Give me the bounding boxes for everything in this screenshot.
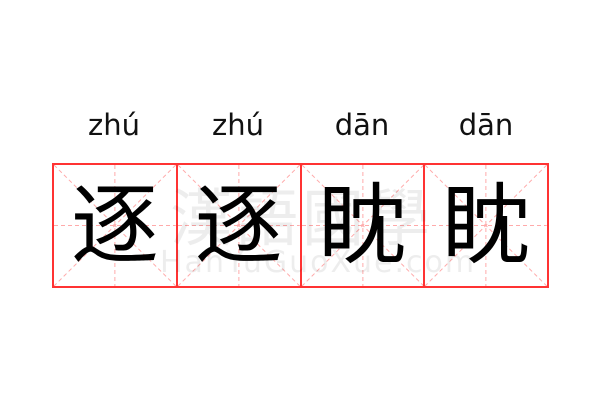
watermark-latin: HanYuGuoXue.com — [160, 245, 477, 280]
char-cell: 眈 — [302, 165, 426, 286]
character: 逐 — [70, 173, 159, 277]
character: 眈 — [442, 173, 531, 277]
guide-lines — [302, 165, 424, 286]
character-grid: 逐 逐 眈 眈 — [52, 163, 549, 288]
pinyin-4: dān — [458, 108, 514, 142]
guide-lines — [425, 165, 547, 286]
pinyin-2: zhú — [212, 108, 264, 142]
pinyin-3: dān — [334, 108, 390, 142]
char-cell: 逐 — [178, 165, 302, 286]
character: 逐 — [194, 173, 283, 277]
char-cell: 逐 — [54, 165, 178, 286]
pinyin-1: zhú — [88, 108, 140, 142]
character: 眈 — [318, 173, 407, 277]
char-cell: 眈 — [425, 165, 547, 286]
watermark-chinese: 漢語國學 — [170, 182, 435, 255]
guide-lines — [178, 165, 300, 286]
guide-lines — [54, 165, 176, 286]
